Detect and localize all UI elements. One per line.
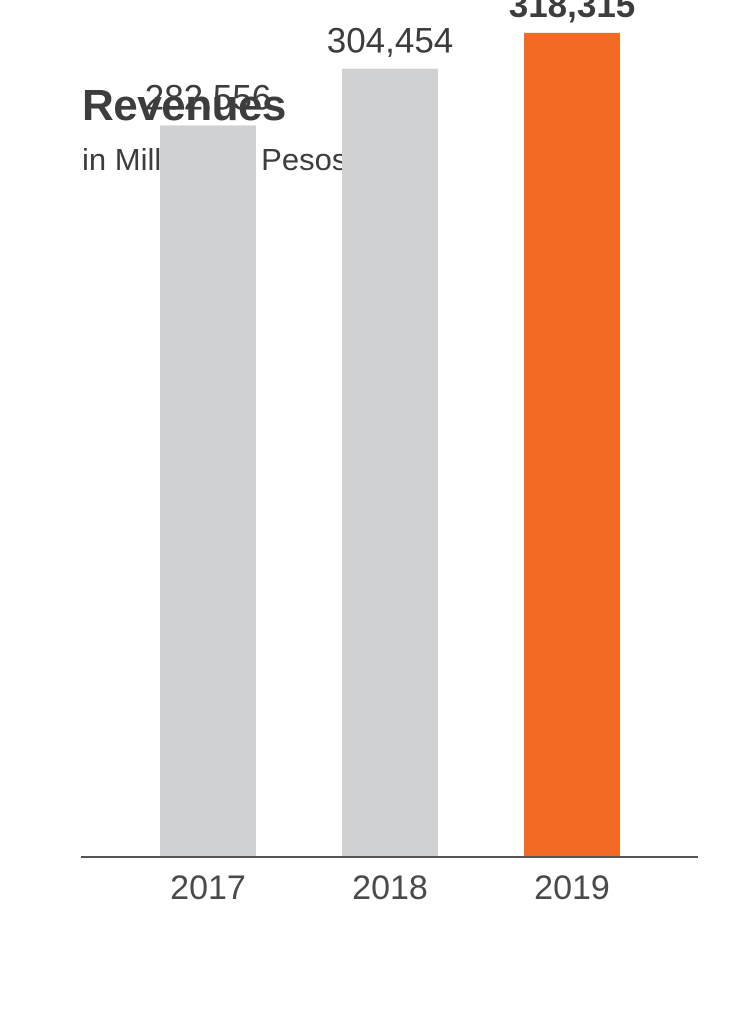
value-label-2018: 304,454 (327, 22, 454, 61)
x-tick-label-2017: 2017 (170, 869, 246, 907)
chart-title: Revenues (82, 81, 286, 130)
bars-group (160, 32, 620, 858)
x-tick-label-2018: 2018 (352, 869, 428, 907)
bar-2018 (342, 68, 438, 857)
value-labels-group: 282,556 304,454 318,315 (145, 0, 636, 117)
value-label-2017: 282,556 (145, 78, 272, 117)
bar-2017 (160, 125, 256, 858)
value-label-2019: 318,315 (509, 0, 636, 25)
x-tick-label-2019: 2019 (534, 869, 610, 907)
x-tick-labels-group: 2017 2018 2019 (170, 869, 610, 907)
bar-2019 (524, 32, 620, 858)
